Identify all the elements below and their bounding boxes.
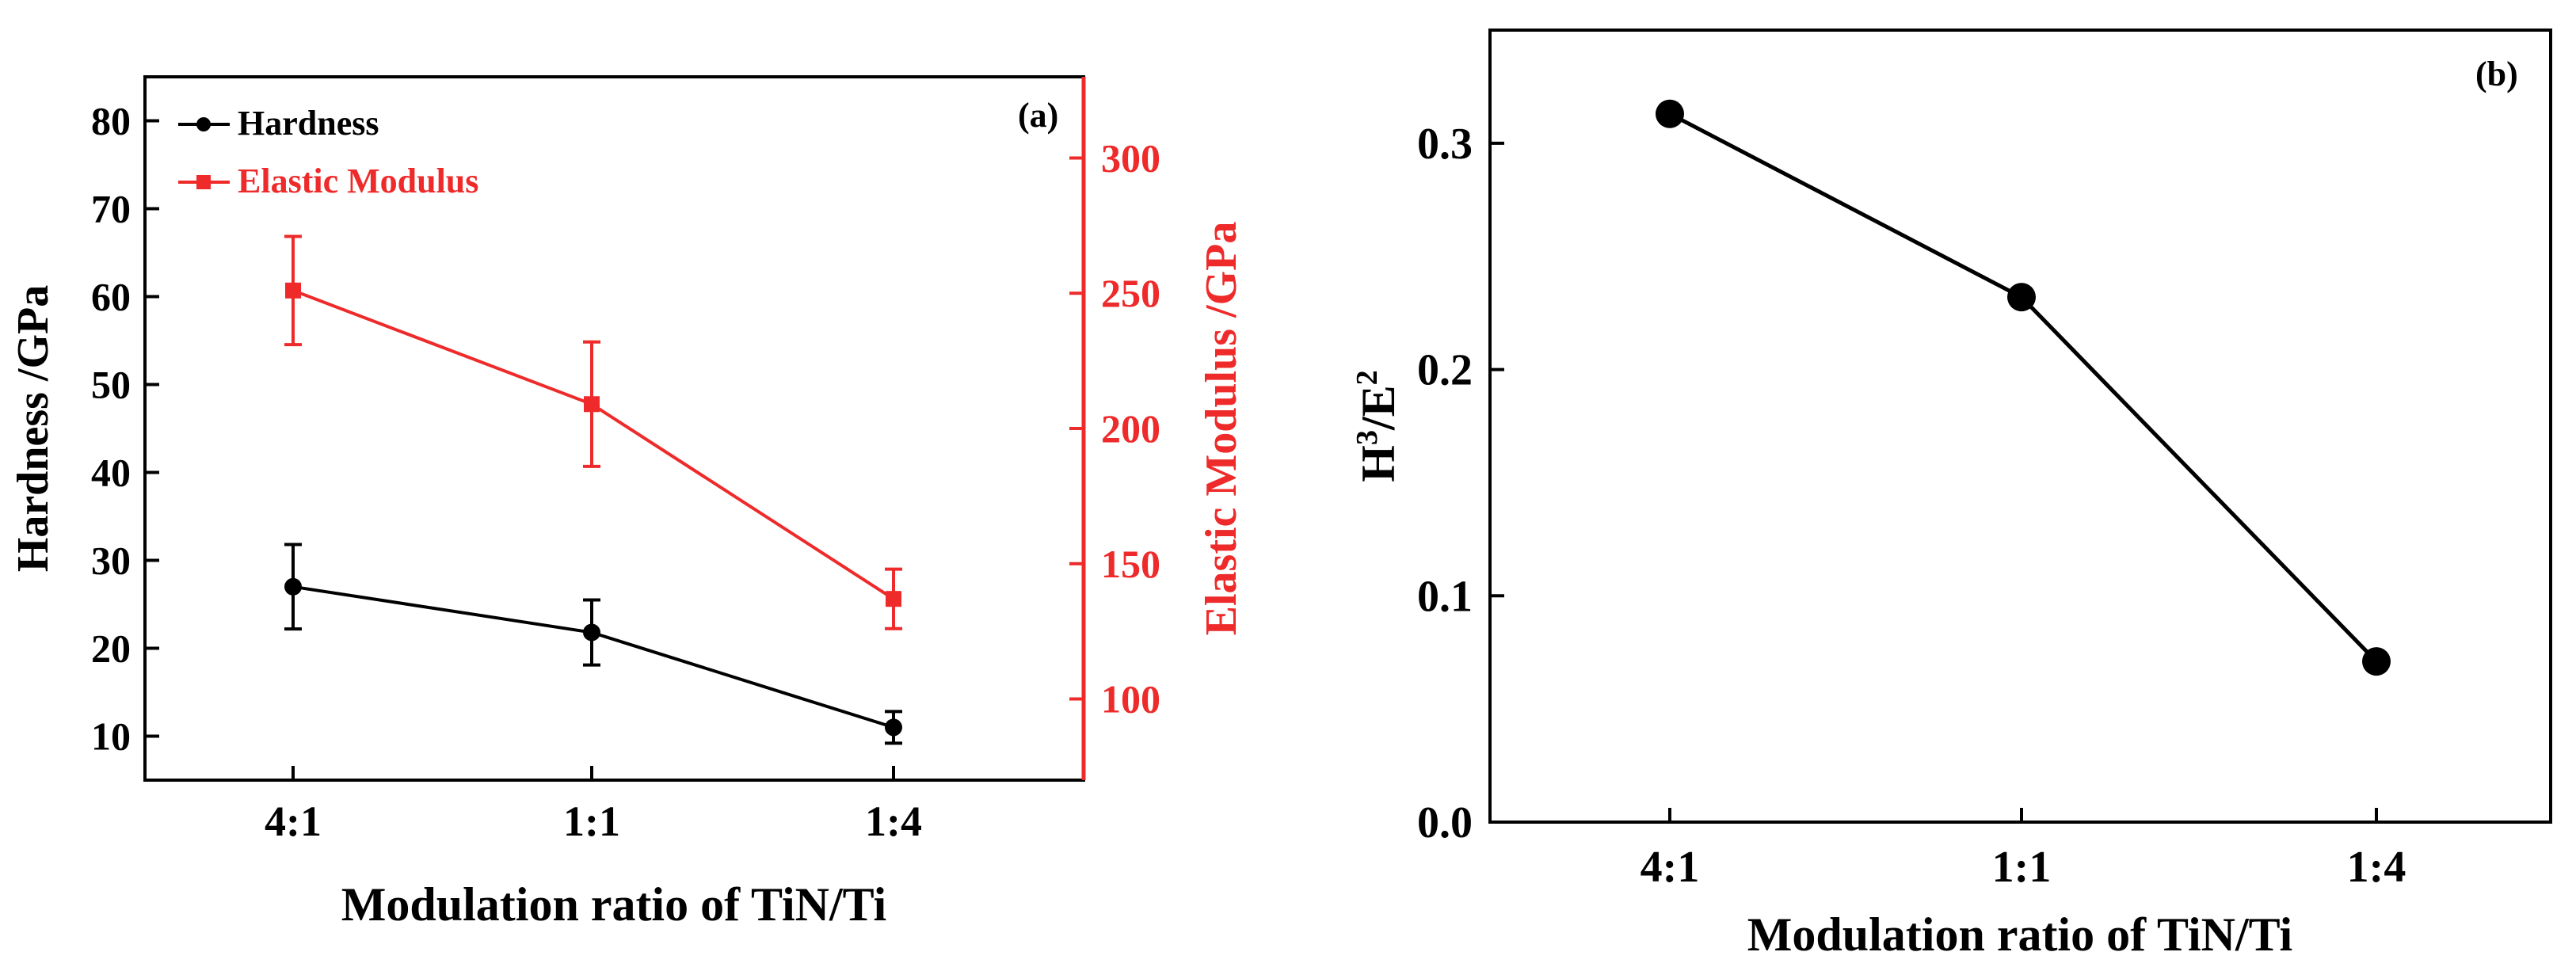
panel-b-chart: 0.0 0.1 0.2 0.3 4:1 1:1 1:4 (b) Modulation ra… <box>1351 29 2552 961</box>
panel-a-x-ticks: 4:1 1:1 1:4 <box>265 766 922 845</box>
panel-b-y-axis-title: H3/E2 <box>1351 370 1404 482</box>
right-tick-label: 200 <box>1101 406 1160 451</box>
panel-a-chart: 10 20 30 40 50 60 70 80 100 150 200 250 300 4:1 1:1 1… <box>9 75 1246 931</box>
panel-a-label: (a) <box>1018 96 1058 135</box>
legend-modulus-marker <box>196 175 211 189</box>
y-title-e-exp: 2 <box>1351 370 1384 385</box>
x-tick-label: 1:1 <box>563 798 620 845</box>
left-tick-label: 20 <box>91 626 131 671</box>
x-tick-label: 1:4 <box>2347 843 2406 892</box>
panel-b-plot-frame <box>1488 29 2552 824</box>
right-tick-label: 250 <box>1101 271 1160 315</box>
panel-b-x-axis-title: Modulation ratio of TiN/Ti <box>1747 908 2292 961</box>
y-tick-label: 0.2 <box>1417 346 1473 395</box>
panel-a-y-axis-title: Hardness /GPa <box>9 285 58 572</box>
y-tick-label: 0.0 <box>1417 798 1473 847</box>
left-tick-label: 80 <box>91 99 131 143</box>
left-tick-label: 30 <box>91 539 131 583</box>
right-tick-label: 300 <box>1101 135 1160 180</box>
data-point <box>886 591 901 607</box>
data-point <box>1656 99 1684 128</box>
left-tick-label: 10 <box>91 714 131 759</box>
left-tick-label: 70 <box>91 187 131 231</box>
data-point <box>2007 283 2036 312</box>
y-title-e: /E <box>1352 385 1404 431</box>
right-tick-label: 150 <box>1101 542 1160 586</box>
x-tick-label: 1:1 <box>1992 843 2052 892</box>
panel-a-x-axis-title: Modulation ratio of TiN/Ti <box>341 878 886 931</box>
panel-a-left-ticks: 10 20 30 40 50 60 70 80 <box>91 99 159 759</box>
data-point <box>584 396 600 413</box>
panel-a-y2-axis-title: Elastic Modulus /GPa <box>1197 222 1246 636</box>
panel-a-series <box>284 234 902 745</box>
legend-hardness-marker <box>196 117 211 131</box>
panel-a-right-ticks: 100 150 200 250 300 <box>1069 135 1160 722</box>
x-tick-label: 4:1 <box>265 798 322 845</box>
panel-a-legend: Hardness Elastic Modulus <box>178 104 478 200</box>
left-tick-label: 50 <box>91 363 131 407</box>
y-tick-label: 0.1 <box>1417 572 1473 621</box>
data-point <box>2362 647 2391 676</box>
x-tick-label: 1:4 <box>865 798 922 845</box>
y-title-h-exp: 3 <box>1351 430 1384 445</box>
panel-b-series <box>1656 99 2391 676</box>
data-point <box>284 577 302 596</box>
y-title-h: H <box>1352 445 1404 482</box>
legend-modulus-label: Elastic Modulus <box>238 162 478 200</box>
right-tick-label: 100 <box>1101 677 1160 722</box>
y-tick-label: 0.3 <box>1417 120 1473 169</box>
left-tick-label: 40 <box>91 451 131 495</box>
panel-b-label: (b) <box>2475 55 2518 93</box>
x-tick-label: 4:1 <box>1640 843 1700 892</box>
data-point <box>583 623 600 642</box>
panel-b-y-ticks: 0.0 0.1 0.2 0.3 <box>1417 120 1504 847</box>
data-point <box>885 718 902 737</box>
left-tick-label: 60 <box>91 275 131 319</box>
series-line <box>1668 112 2378 663</box>
panel-b-x-ticks: 4:1 1:1 1:4 <box>1640 808 2406 892</box>
legend-hardness-label: Hardness <box>238 104 379 143</box>
data-point <box>285 282 301 299</box>
